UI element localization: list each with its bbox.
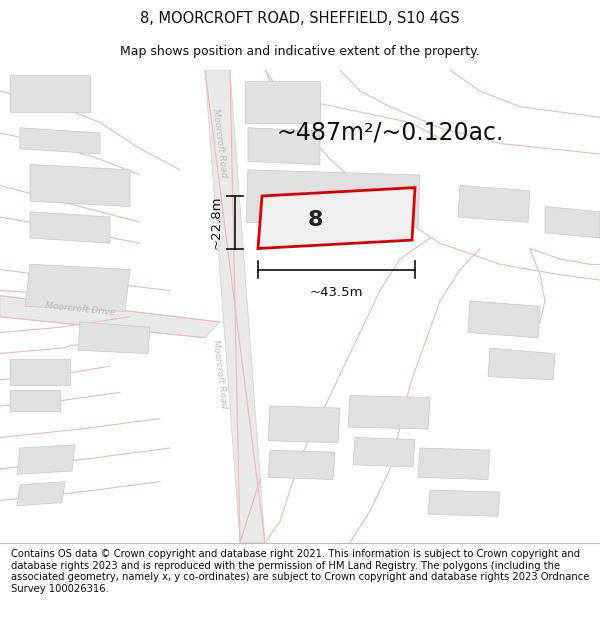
Polygon shape: [245, 81, 320, 122]
Polygon shape: [348, 396, 430, 429]
Text: Contains OS data © Crown copyright and database right 2021. This information is : Contains OS data © Crown copyright and d…: [11, 549, 589, 594]
Text: Moorcroft Drive: Moorcroft Drive: [44, 301, 115, 318]
Text: Moorcroft Road: Moorcroft Road: [211, 109, 229, 178]
Polygon shape: [428, 490, 500, 516]
Polygon shape: [17, 445, 75, 474]
Polygon shape: [10, 359, 70, 385]
Polygon shape: [20, 127, 100, 154]
Polygon shape: [17, 482, 65, 506]
Text: 8: 8: [307, 210, 323, 230]
Polygon shape: [10, 390, 60, 411]
Polygon shape: [25, 264, 130, 311]
Polygon shape: [10, 75, 90, 112]
Text: Moorcroft Road: Moorcroft Road: [211, 339, 229, 409]
Polygon shape: [258, 188, 415, 249]
Polygon shape: [248, 127, 320, 164]
Text: ~22.8m: ~22.8m: [210, 196, 223, 249]
Polygon shape: [458, 186, 530, 222]
Polygon shape: [418, 448, 490, 479]
Polygon shape: [468, 301, 540, 338]
Polygon shape: [268, 406, 340, 442]
Text: Map shows position and indicative extent of the property.: Map shows position and indicative extent…: [120, 44, 480, 58]
Polygon shape: [268, 450, 335, 479]
Polygon shape: [78, 322, 150, 354]
Polygon shape: [30, 164, 130, 206]
Text: ~487m²/~0.120ac.: ~487m²/~0.120ac.: [277, 121, 503, 145]
Polygon shape: [30, 212, 110, 243]
Polygon shape: [488, 348, 555, 380]
Polygon shape: [0, 296, 220, 338]
Polygon shape: [205, 70, 265, 542]
Text: 8, MOORCROFT ROAD, SHEFFIELD, S10 4GS: 8, MOORCROFT ROAD, SHEFFIELD, S10 4GS: [140, 11, 460, 26]
Polygon shape: [545, 206, 600, 238]
Text: ~43.5m: ~43.5m: [310, 286, 363, 299]
Polygon shape: [246, 170, 420, 227]
Polygon shape: [353, 438, 415, 467]
